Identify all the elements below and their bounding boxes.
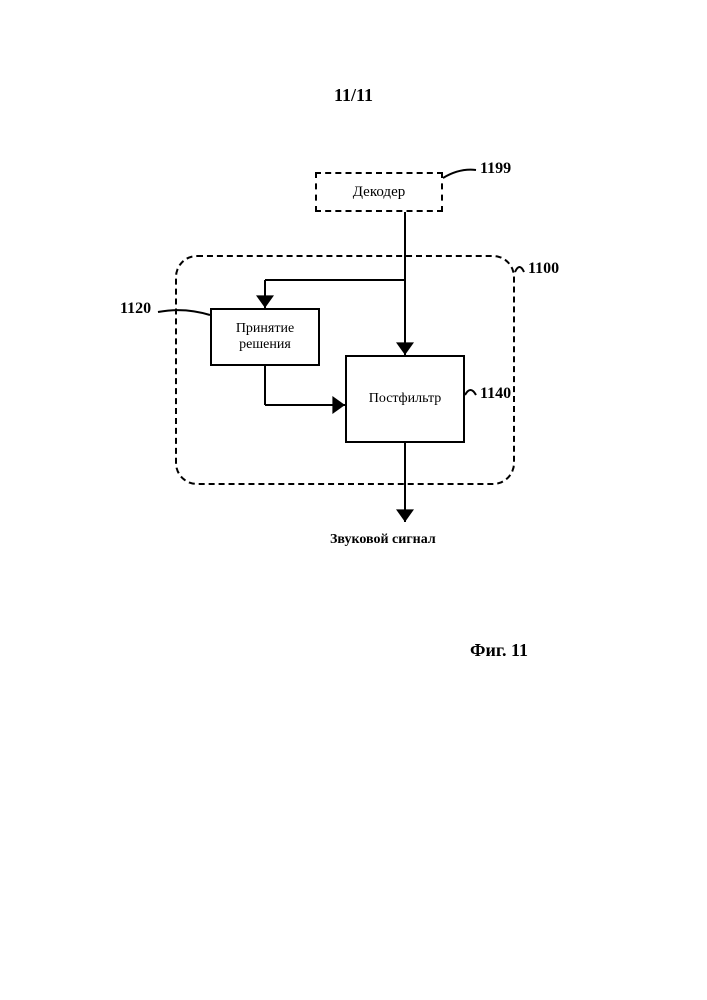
page-number: 11/11 — [334, 85, 373, 106]
flow-arrows — [120, 160, 560, 580]
figure-caption: Фиг. 11 — [470, 640, 528, 661]
figure-11-diagram: Декодер 1199 1100 Принятие решения 1120 … — [120, 160, 560, 580]
